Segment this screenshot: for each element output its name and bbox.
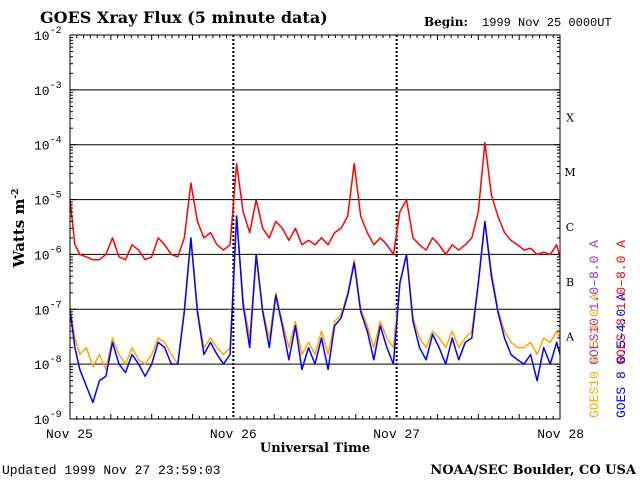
legend-goes10-long: GOES10 1.0–8.0 A bbox=[587, 240, 602, 365]
y-tick-label: 10-2 bbox=[34, 26, 62, 44]
y-tick-base: 10 bbox=[34, 358, 50, 373]
day-dividers bbox=[232, 35, 398, 419]
x-tick-label: Nov 25 bbox=[46, 427, 93, 442]
y-tick-label: 10-6 bbox=[34, 245, 62, 263]
flare-class-label: A bbox=[565, 331, 575, 344]
flare-class-labels: X M C B A bbox=[564, 111, 575, 343]
x-axis-ticks: Nov 25 Nov 26 Nov 27 Nov 28 bbox=[46, 35, 584, 442]
flare-class-label: C bbox=[566, 221, 574, 234]
y-tick-label: 10-3 bbox=[34, 81, 62, 99]
y-axis-label: Watts m-2 bbox=[10, 189, 28, 269]
y-tick-exponent: -6 bbox=[50, 245, 62, 256]
y-axis-label-exponent: -2 bbox=[11, 189, 21, 199]
x-tick-label: Nov 27 bbox=[373, 427, 420, 442]
x-tick-label: Nov 28 bbox=[537, 427, 584, 442]
y-tick-exponent: -8 bbox=[50, 355, 62, 366]
x-tick-label: Nov 26 bbox=[210, 427, 257, 442]
y-tick-label: 10-7 bbox=[34, 300, 62, 318]
legend-goes10-short: GOES10 0.5–4.0 A bbox=[587, 293, 602, 418]
y-axis-ticks: 10-210-310-410-510-610-710-810-9 bbox=[34, 26, 560, 428]
series-line bbox=[69, 215, 561, 404]
y-tick-label: 10-4 bbox=[34, 136, 62, 154]
y-tick-exponent: -2 bbox=[50, 26, 62, 37]
updated-timestamp: Updated 1999 Nov 27 23:59:03 bbox=[2, 463, 220, 478]
y-tick-exponent: -3 bbox=[50, 81, 62, 92]
y-tick-exponent: -9 bbox=[50, 410, 62, 421]
y-tick-label: 10-9 bbox=[34, 410, 62, 428]
flare-class-label: X bbox=[566, 111, 574, 124]
flare-class-label: B bbox=[566, 276, 574, 289]
y-tick-base: 10 bbox=[34, 29, 50, 44]
begin-value: 1999 Nov 25 0000UT bbox=[482, 16, 612, 30]
series-layer bbox=[69, 141, 561, 404]
y-tick-base: 10 bbox=[34, 139, 50, 154]
x-axis-label: Universal Time bbox=[260, 441, 370, 456]
y-tick-exponent: -5 bbox=[50, 191, 62, 202]
series-line bbox=[69, 141, 561, 261]
y-tick-base: 10 bbox=[34, 413, 50, 428]
y-tick-exponent: -4 bbox=[50, 136, 62, 147]
y-axis-label-text: Watts m bbox=[10, 199, 28, 269]
legend-goes8-short: GOES 8 0.5–4.0 A bbox=[614, 293, 629, 418]
y-tick-base: 10 bbox=[34, 303, 50, 318]
y-tick-base: 10 bbox=[34, 194, 50, 209]
y-tick-base: 10 bbox=[34, 248, 50, 263]
chart-title: GOES Xray Flux (5 minute data) bbox=[40, 8, 328, 27]
y-tick-label: 10-5 bbox=[34, 191, 62, 209]
legend-goes8-long: GOES 8 1.0–8.0 A bbox=[614, 240, 629, 365]
y-tick-label: 10-8 bbox=[34, 355, 62, 373]
credit-text: NOAA/SEC Boulder, CO USA bbox=[430, 463, 637, 478]
flare-class-label: M bbox=[564, 166, 575, 179]
y-tick-base: 10 bbox=[34, 84, 50, 99]
begin-label: Begin: bbox=[424, 15, 468, 29]
y-tick-exponent: -7 bbox=[50, 300, 62, 311]
